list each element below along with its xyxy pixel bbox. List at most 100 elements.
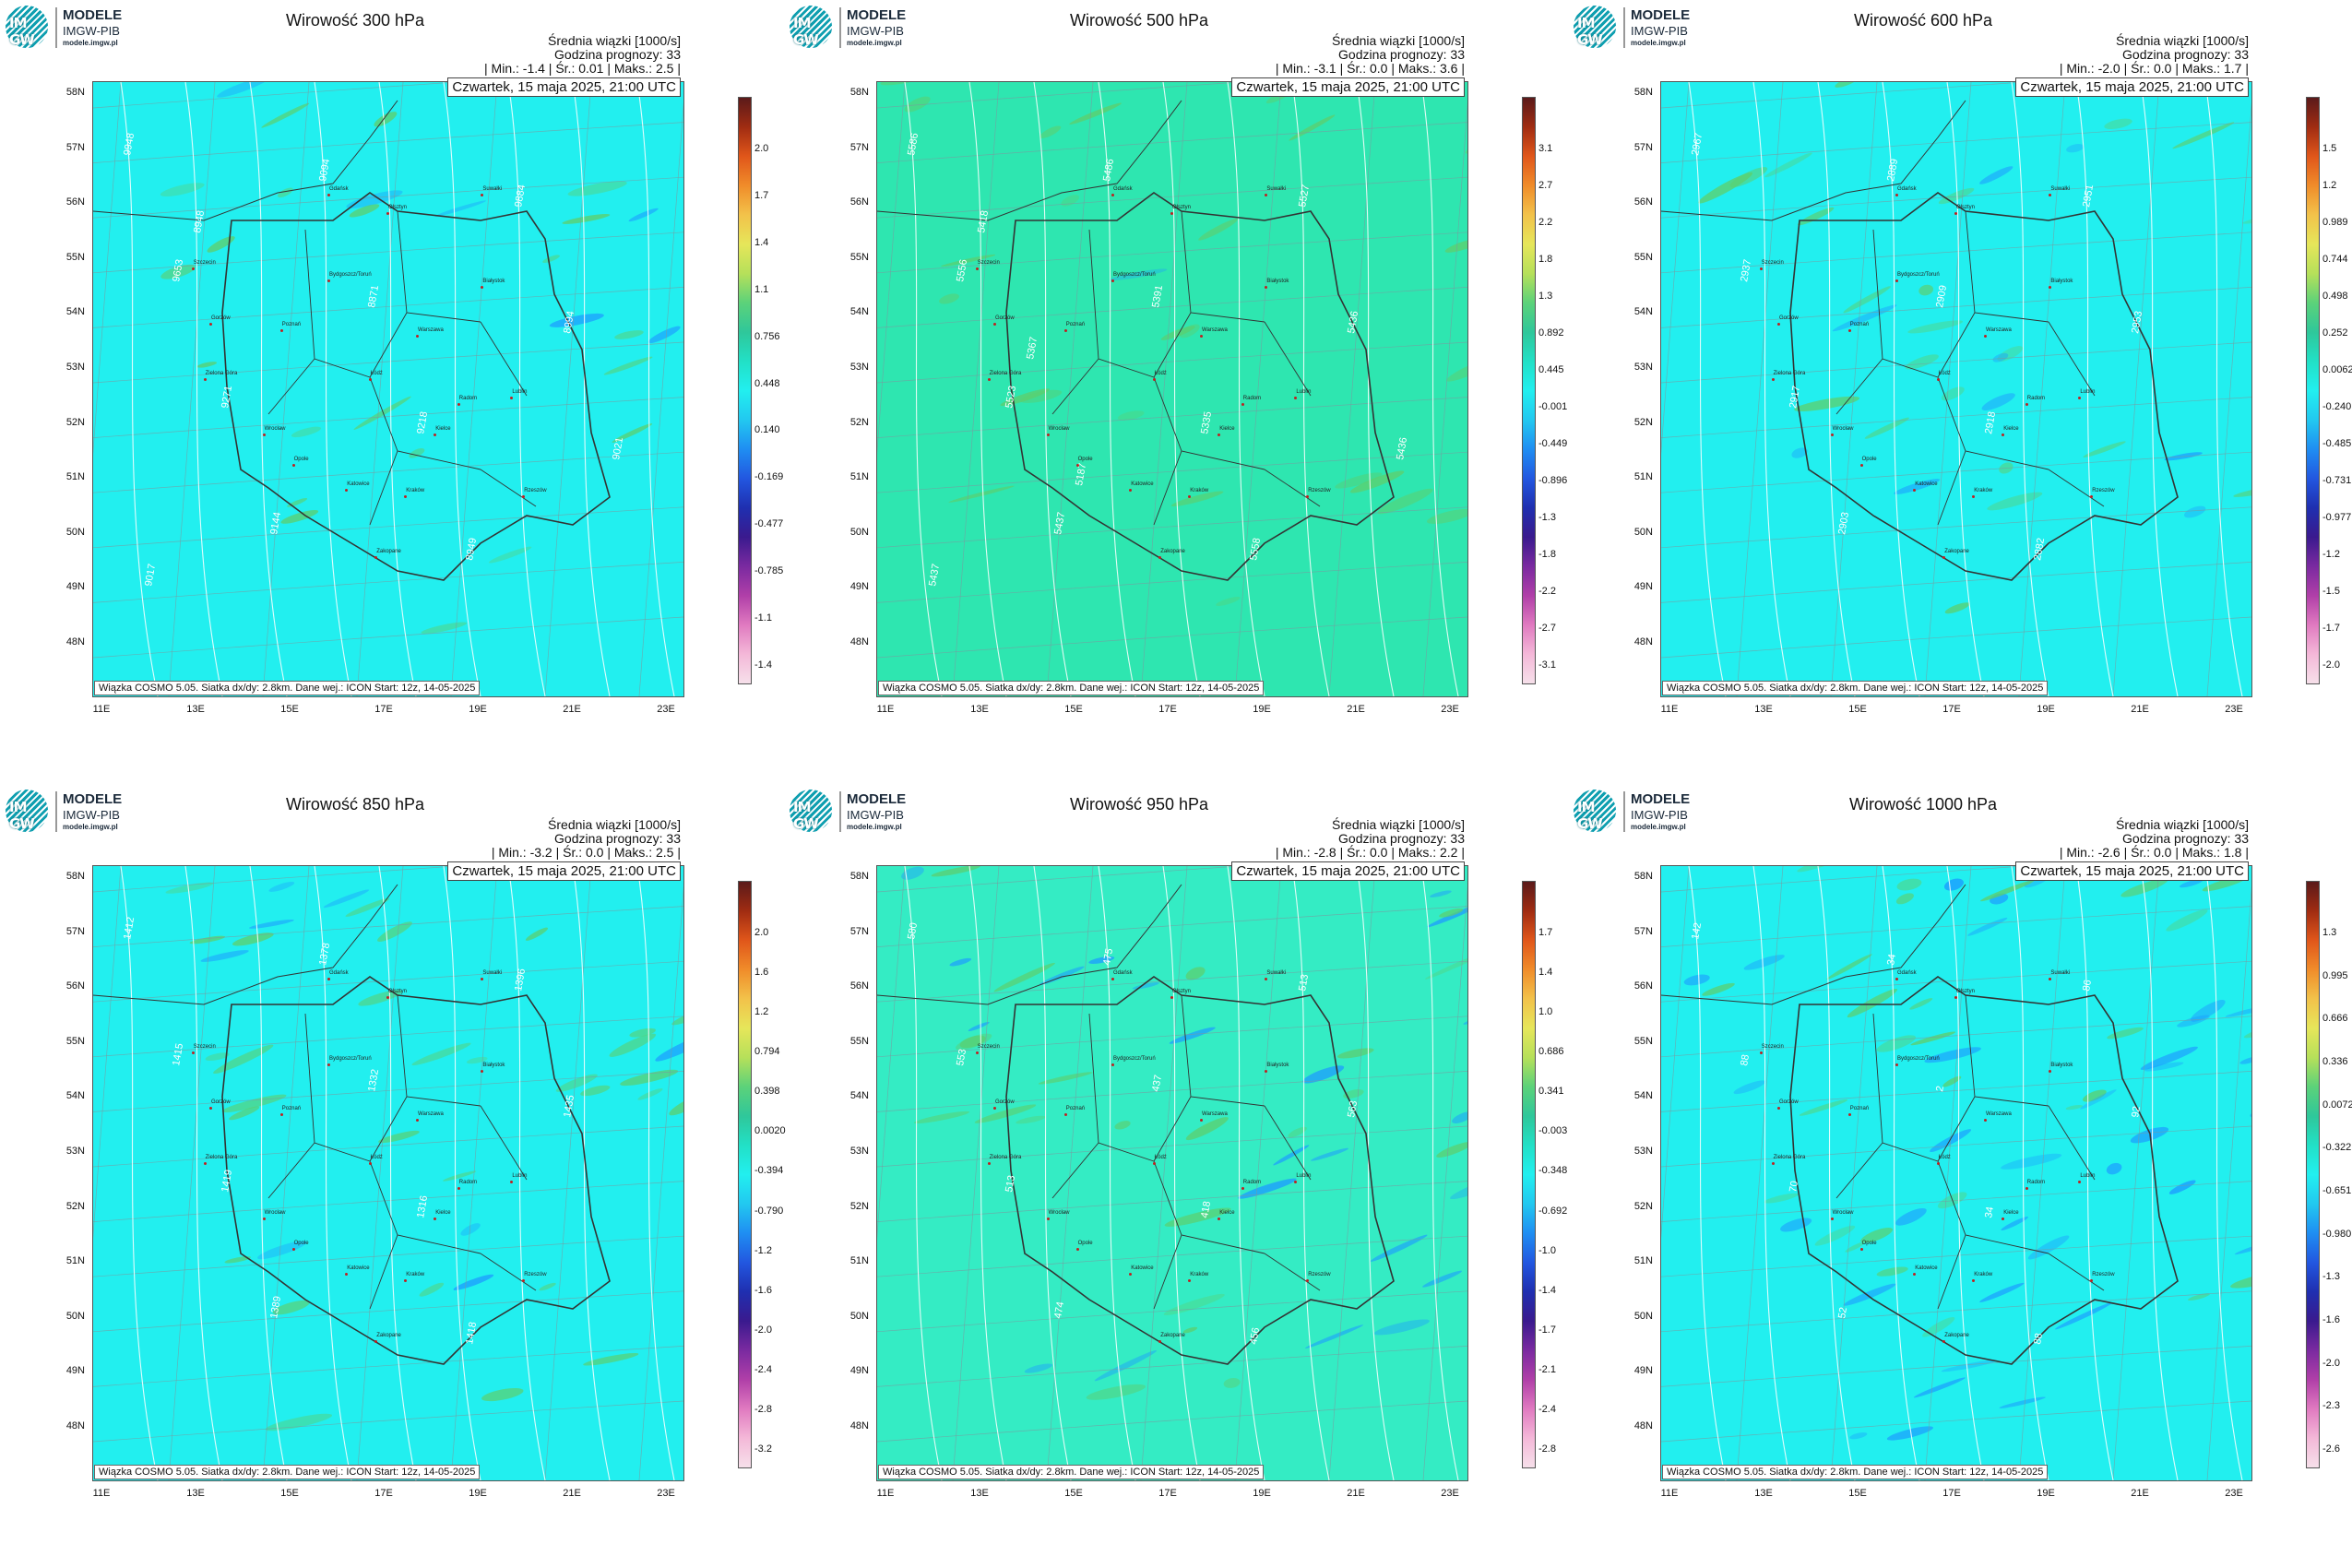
vorticity-blob — [1979, 1282, 2025, 1302]
contour-label: 5335 — [1199, 410, 1214, 434]
city-label: Olsztyn — [1956, 205, 1976, 211]
latitude-tick: 55N — [65, 1035, 85, 1047]
isoline — [1946, 866, 1985, 1480]
chart-title: Wirowość 850 hPa — [285, 795, 425, 814]
city-dot — [1046, 433, 1050, 436]
vorticity-blob — [1450, 1174, 1467, 1200]
contour-label: 2882 — [2032, 537, 2047, 561]
colorbar-tick: 3.1 — [1538, 143, 1553, 154]
isoline — [1227, 82, 1265, 696]
logo-divider — [1623, 791, 1625, 832]
colorbar-tick: -1.0 — [1538, 1244, 1556, 1256]
longitude-line — [262, 866, 310, 1480]
colorbar-tick: 1.5 — [2322, 143, 2337, 154]
vorticity-blob — [1943, 878, 1964, 891]
city-dot — [1972, 1278, 1976, 1282]
latitude-line — [1661, 397, 2251, 438]
isoline — [1817, 82, 1856, 696]
colorbar-tick: -0.169 — [754, 471, 784, 483]
chart-title: Wirowość 500 hPa — [1069, 11, 1209, 30]
contour-label: 1435 — [562, 1094, 576, 1118]
longitude-tick: 15E — [1848, 1488, 1867, 1499]
latitude-line — [877, 562, 1467, 603]
latitude-tick: 49N — [1633, 1365, 1653, 1377]
longitude-line — [1736, 866, 1784, 1480]
vorticity-blob — [1038, 1072, 1093, 1085]
vorticity-blob — [2027, 1235, 2070, 1260]
colorbar-tick: -1.2 — [2322, 549, 2340, 560]
vorticity-blob — [959, 1035, 986, 1049]
latitude-line — [93, 1400, 683, 1443]
city-label: Katowice — [347, 481, 370, 487]
vorticity-blob — [1764, 152, 1812, 178]
vorticity-blob — [466, 1056, 488, 1064]
isoline — [2204, 82, 2243, 696]
vorticity-blob — [287, 497, 308, 507]
colorbar-tick: -0.485 — [2322, 438, 2352, 449]
colorbar-tick: -1.5 — [2322, 586, 2340, 597]
city-label: Olsztyn — [388, 205, 408, 211]
colorbar-tick: 0.744 — [2322, 254, 2348, 265]
vorticity-blob — [1238, 1178, 1297, 1199]
colorbar-tick: 0.892 — [1538, 327, 1564, 339]
latitude-tick: 55N — [849, 251, 869, 263]
city-dot — [2002, 433, 2005, 436]
city-label: Kraków — [1190, 1271, 1209, 1277]
colorbar-tick: 2.2 — [1538, 217, 1553, 228]
latitude-tick: 49N — [65, 1365, 85, 1377]
vorticity-blob — [1832, 304, 1897, 332]
isoline — [1420, 82, 1459, 696]
vorticity-blob — [1170, 491, 1224, 507]
logo-line3: modele.imgw.pl — [847, 39, 902, 47]
city-label: Wrocław — [1832, 1209, 1854, 1216]
isoline — [443, 866, 481, 1480]
city-dot — [345, 1272, 349, 1276]
voivodeship-border — [480, 1253, 537, 1291]
city-dot — [1859, 464, 1863, 468]
city-dot — [2049, 1070, 2052, 1074]
isoline — [1098, 866, 1136, 1480]
contour-label: 2889 — [1885, 158, 1900, 182]
latitude-line — [1661, 232, 2251, 274]
contour-label: 2909 — [1934, 284, 1949, 308]
city-label: Bydgoszcz/Toruń — [1897, 1056, 1940, 1063]
contour-label: 34 — [1885, 953, 1898, 966]
latitude-tick: 50N — [65, 1310, 85, 1322]
isoline — [1356, 82, 1395, 696]
vorticity-blob — [628, 208, 659, 222]
city-dot — [481, 978, 484, 981]
isoline — [1162, 82, 1201, 696]
city-label: Rzeszów — [2092, 487, 2115, 493]
latitude-line — [93, 232, 683, 274]
vorticity-blob — [1311, 1147, 1349, 1161]
vorticity-blob — [1849, 1432, 1868, 1440]
vorticity-blob — [2055, 1302, 2112, 1330]
latitude-line — [877, 232, 1467, 274]
contour-label: 2917 — [1788, 385, 1802, 409]
city-label: Poznań — [1065, 321, 1086, 327]
logo-line1: MODELE — [1631, 7, 1691, 23]
longitude-line — [1736, 82, 1784, 696]
header-line1: Średnia wiązki [1000/s] — [1332, 817, 1465, 832]
contour-label: 5556 — [955, 258, 969, 282]
vorticity-blob — [1179, 324, 1200, 339]
contour-label: 9271 — [220, 385, 234, 409]
vorticity-blob — [1843, 1283, 1896, 1306]
vorticity-blob — [1847, 989, 1898, 1018]
city-dot — [1200, 335, 1203, 339]
city-label: Bydgoszcz/Toruń — [1113, 272, 1156, 279]
vorticity-blob — [1343, 1088, 1364, 1099]
vorticity-blob — [460, 1223, 481, 1236]
vorticity-blob — [525, 927, 549, 941]
latitude-line — [1661, 1016, 2251, 1058]
latitude-tick: 48N — [65, 636, 85, 647]
latitude-tick: 50N — [849, 1310, 869, 1322]
city-dot — [434, 433, 437, 436]
vorticity-blob — [1422, 1270, 1462, 1288]
longitude-line — [1924, 866, 1972, 1480]
contour-label: 70 — [1788, 1180, 1800, 1193]
vorticity-blob — [1223, 1377, 1241, 1388]
city-label: Lublin — [512, 389, 528, 395]
city-label: Zielona Góra — [205, 371, 238, 377]
longitude-line — [877, 82, 906, 456]
